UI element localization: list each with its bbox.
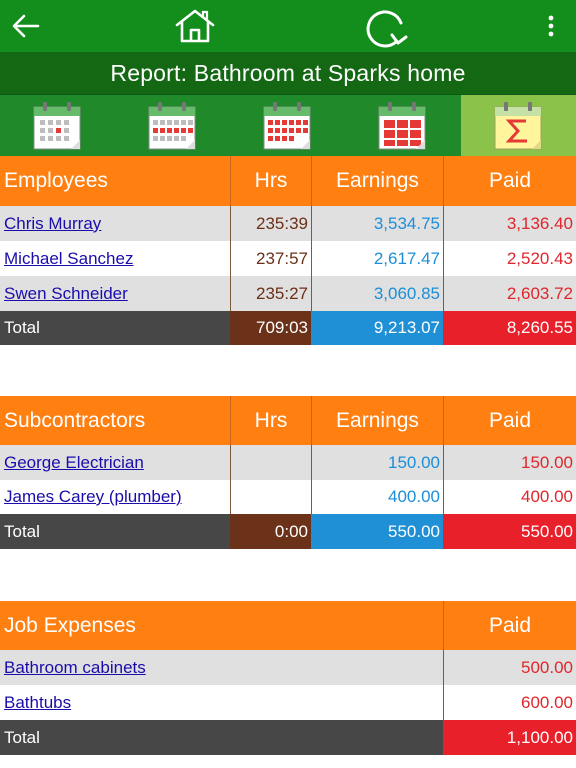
subcontractor-link[interactable]: James Carey (plumber) — [4, 487, 182, 506]
tab-year[interactable] — [345, 95, 460, 157]
subcontractors-total-row: Total 0:00 550.00 550.00 — [0, 514, 576, 549]
home-button[interactable] — [166, 0, 224, 52]
table-row: Bathtubs 600.00 — [0, 685, 576, 720]
name-cell: Michael Sanchez — [0, 241, 230, 276]
total-hrs: 0:00 — [230, 514, 311, 549]
calendar-week-icon — [148, 102, 195, 150]
paid-cell: 600.00 — [443, 685, 576, 720]
employees-total-row: Total 709:03 9,213.07 8,260.55 — [0, 311, 576, 345]
total-paid: 550.00 — [443, 514, 576, 549]
action-bar — [0, 0, 576, 52]
table-row: James Carey (plumber) 400.00 400.00 — [0, 480, 576, 514]
table-row: Bathroom cabinets 500.00 — [0, 650, 576, 685]
refresh-icon — [366, 10, 408, 48]
earnings-header: Earnings — [311, 156, 443, 206]
expenses-total-row: Total 1,100.00 — [0, 720, 576, 755]
earnings-header: Earnings — [311, 396, 443, 445]
overflow-menu-button[interactable] — [534, 0, 568, 52]
job-expenses-header: Job Expenses — [4, 613, 136, 637]
hrs-header: Hrs — [230, 396, 311, 445]
hrs-cell: 235:39 — [230, 206, 311, 241]
total-label: Total — [4, 727, 40, 747]
paid-header: Paid — [443, 156, 576, 206]
name-cell: Swen Schneider — [0, 276, 230, 311]
hrs-cell — [230, 480, 311, 514]
name-cell: Bathtubs — [0, 685, 443, 720]
tab-week[interactable] — [115, 95, 230, 157]
name-cell: Bathroom cabinets — [0, 650, 443, 685]
hrs-cell: 235:27 — [230, 276, 311, 311]
expense-link[interactable]: Bathtubs — [4, 692, 72, 712]
earnings-cell: 3,534.75 — [311, 206, 443, 241]
subcontractors-header: Subcontractors — [4, 408, 146, 432]
earnings-cell: 2,617.47 — [311, 241, 443, 276]
arrow-left-icon — [12, 14, 40, 38]
total-paid: 1,100.00 — [443, 720, 576, 755]
more-vertical-icon — [548, 15, 554, 37]
period-tabs — [0, 94, 576, 157]
tab-day[interactable] — [0, 95, 115, 157]
calendar-month-icon — [263, 102, 310, 150]
employee-link[interactable]: Chris Murray — [4, 213, 102, 233]
employee-link[interactable]: Michael Sanchez — [4, 248, 134, 268]
table-row: Swen Schneider 235:27 3,060.85 2,603.72 — [0, 276, 576, 311]
hrs-cell: 237:57 — [230, 241, 311, 276]
paid-cell: 400.00 — [443, 480, 576, 514]
earnings-cell: 3,060.85 — [311, 276, 443, 311]
hrs-cell — [230, 445, 311, 480]
table-row: Chris Murray 235:39 3,534.75 3,136.40 — [0, 206, 576, 241]
employees-header: Employees — [4, 169, 108, 192]
home-icon — [175, 9, 215, 43]
refresh-button[interactable] — [356, 0, 416, 52]
subcontractor-link[interactable]: George Electrician — [4, 452, 144, 472]
total-hrs: 709:03 — [230, 311, 311, 345]
employee-link[interactable]: Swen Schneider — [4, 283, 128, 303]
total-earnings: 550.00 — [311, 514, 443, 549]
total-earnings: 9,213.07 — [311, 311, 443, 345]
earnings-cell: 400.00 — [311, 480, 443, 514]
back-button[interactable] — [0, 0, 52, 52]
paid-cell: 500.00 — [443, 650, 576, 685]
name-cell: George Electrician — [0, 445, 230, 480]
hrs-header: Hrs — [230, 156, 311, 206]
paid-cell: 150.00 — [443, 445, 576, 480]
paid-cell: 2,520.43 — [443, 241, 576, 276]
title-bar: Report: Bathroom at Sparks home — [0, 52, 576, 94]
paid-header: Paid — [443, 601, 576, 650]
total-paid: 8,260.55 — [443, 311, 576, 345]
name-cell: Chris Murray — [0, 206, 230, 241]
paid-cell: 2,603.72 — [443, 276, 576, 311]
calendar-day-icon — [33, 102, 80, 150]
total-label: Total — [4, 318, 40, 337]
table-row: George Electrician 150.00 150.00 — [0, 445, 576, 480]
paid-header: Paid — [443, 396, 576, 445]
paid-cell: 3,136.40 — [443, 206, 576, 241]
subcontractors-header-row: Subcontractors Hrs Earnings Paid — [0, 396, 576, 445]
tab-month[interactable] — [230, 95, 345, 157]
expense-link[interactable]: Bathroom cabinets — [4, 657, 146, 677]
earnings-cell: 150.00 — [311, 445, 443, 480]
total-label: Total — [4, 521, 40, 541]
page-title: Report: Bathroom at Sparks home — [110, 59, 466, 86]
calendar-year-icon — [378, 102, 425, 150]
tab-total[interactable] — [461, 95, 576, 157]
table-row: Michael Sanchez 237:57 2,617.47 2,520.43 — [0, 241, 576, 276]
sum-icon — [494, 102, 541, 150]
expenses-header-row: Job Expenses Paid — [0, 601, 576, 650]
name-cell: James Carey (plumber) — [0, 480, 230, 514]
employees-header-row: Employees Hrs Earnings Paid — [0, 156, 576, 206]
